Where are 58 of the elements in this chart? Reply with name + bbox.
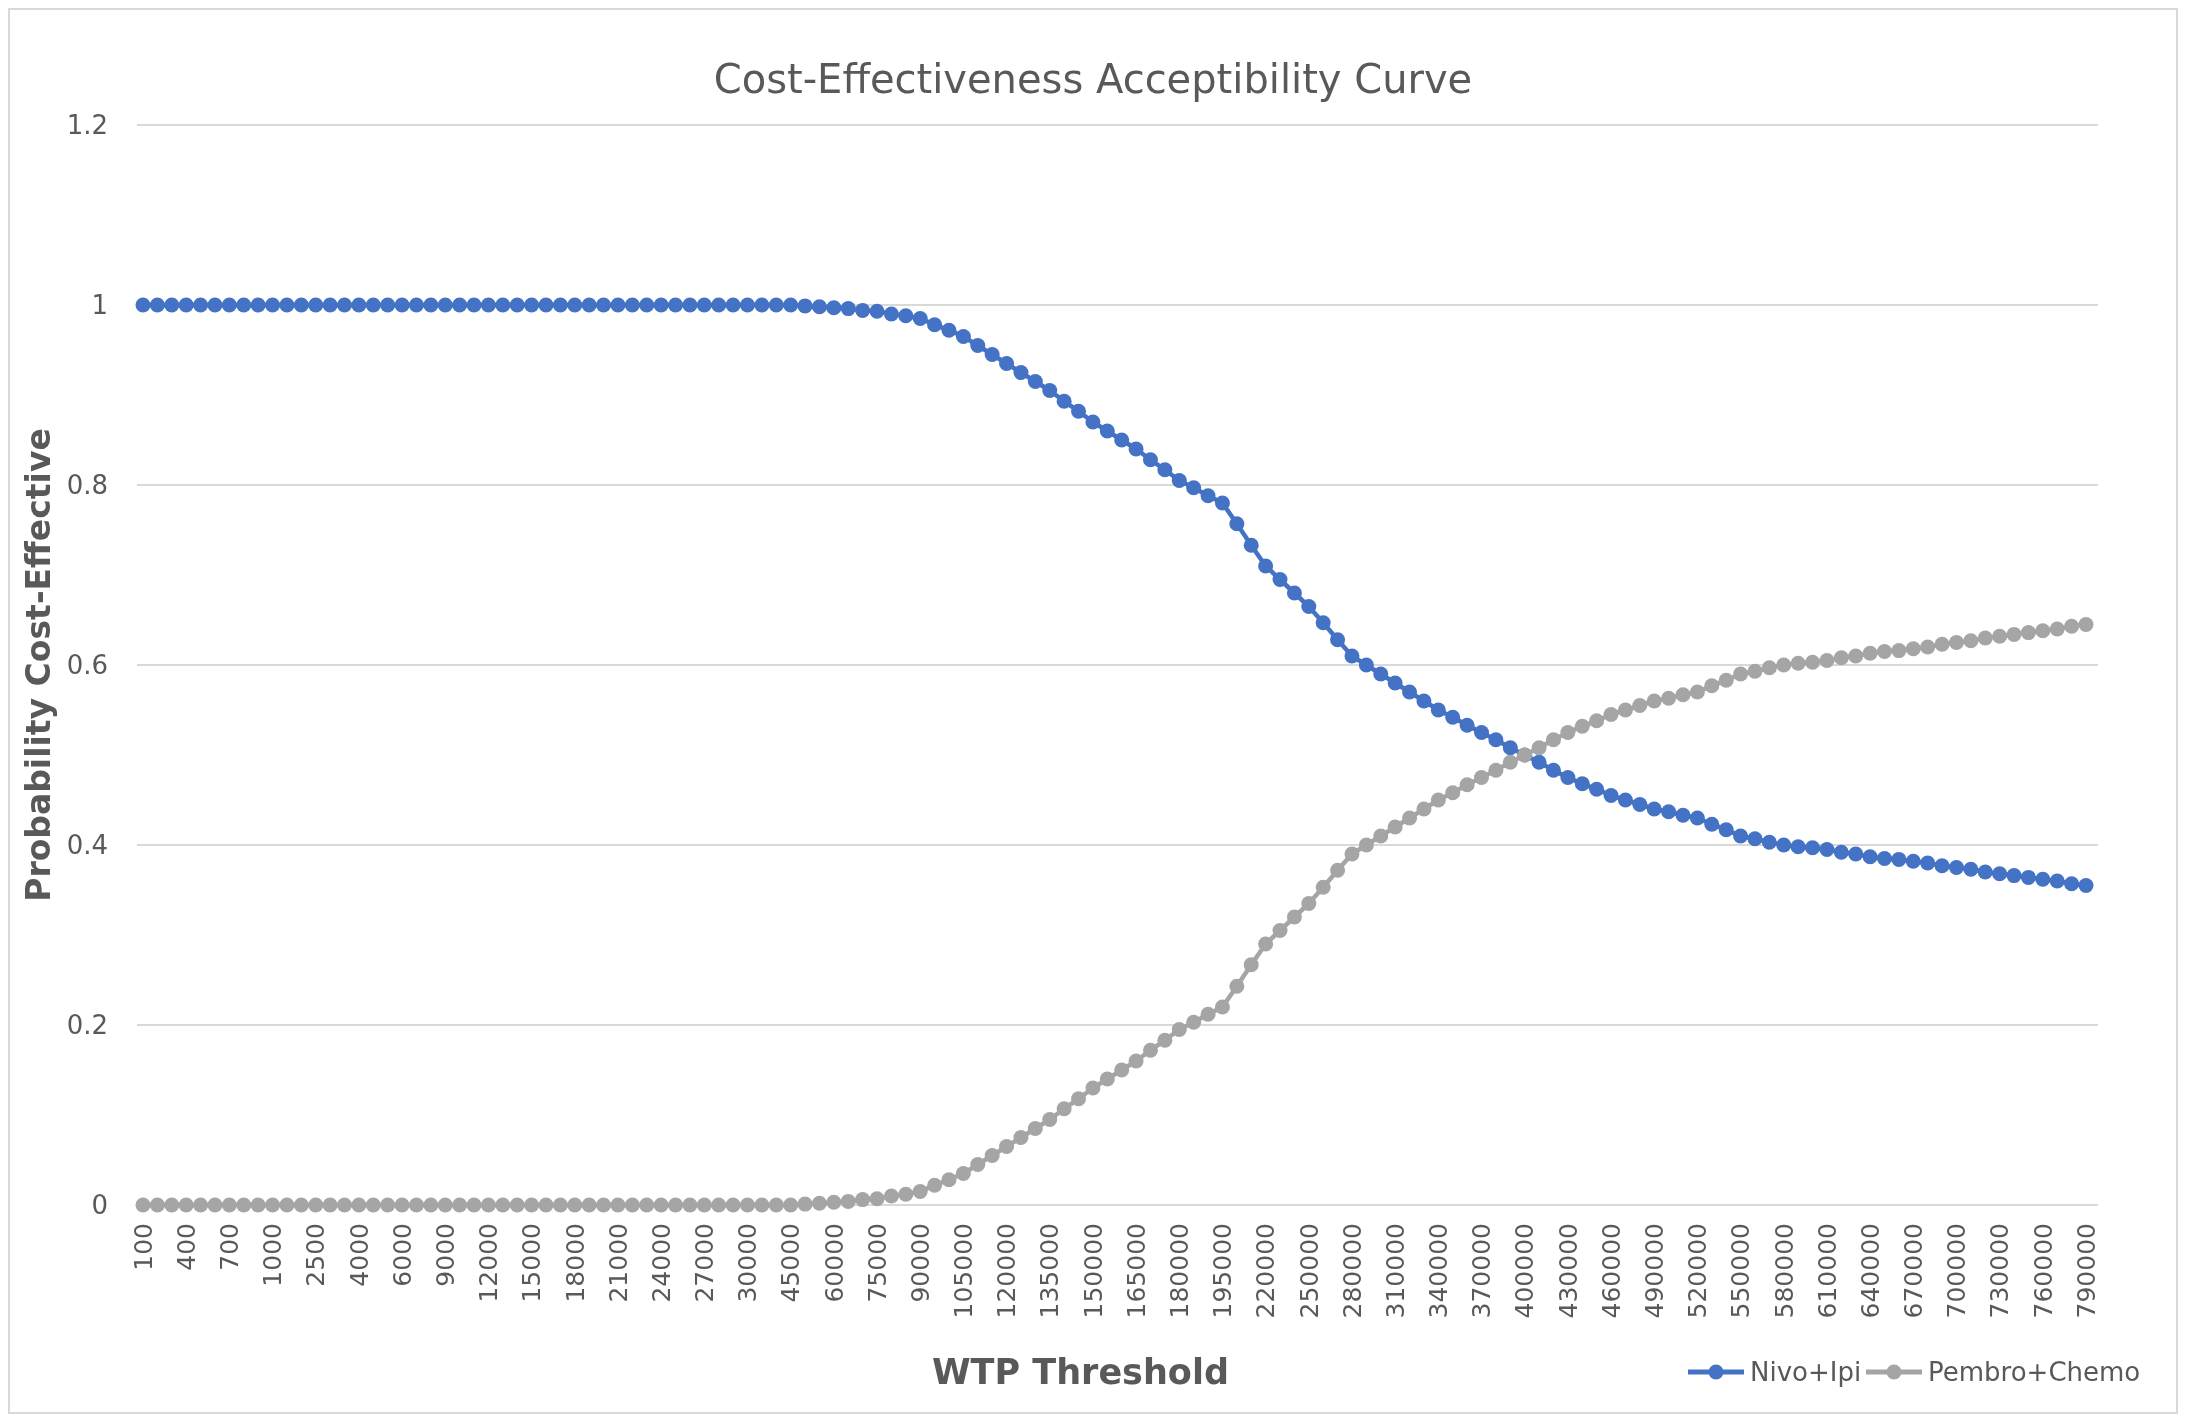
x-tick-label: 9000 (430, 1223, 460, 1287)
x-tick-label: 370000 (1467, 1223, 1497, 1319)
x-tick-label: 90000 (905, 1223, 935, 1303)
x-tick-label: 180000 (1165, 1223, 1195, 1319)
y-tick-label: 1.2 (66, 110, 108, 141)
x-tick-label: 75000 (862, 1223, 892, 1303)
x-tick-label: 60000 (819, 1223, 849, 1303)
legend-label: Nivo+Ipi (1750, 1357, 1862, 1388)
x-axis-title: WTP Threshold (932, 1352, 1229, 1392)
x-tick-label: 150000 (1078, 1223, 1108, 1319)
x-tick-label: 460000 (1596, 1223, 1626, 1319)
x-tick-label: 250000 (1294, 1223, 1324, 1319)
x-tick-label: 400 (171, 1223, 201, 1271)
y-tick-label: 0.6 (66, 650, 108, 681)
legend-label: Pembro+Chemo (1928, 1357, 2141, 1388)
y-axis-title: Probability Cost-Effective (19, 428, 58, 902)
y-tick-label: 0.2 (66, 1010, 108, 1041)
x-tick-label: 280000 (1337, 1223, 1367, 1319)
x-tick-label: 1000 (258, 1223, 288, 1287)
x-tick-label: 105000 (949, 1223, 979, 1319)
x-tick-label: 310000 (1380, 1223, 1410, 1319)
x-tick-label: 340000 (1424, 1223, 1454, 1319)
x-tick-label: 550000 (1726, 1223, 1756, 1319)
x-tick-label: 520000 (1683, 1223, 1713, 1319)
x-tick-label: 165000 (1121, 1223, 1151, 1319)
x-tick-label: 700000 (1942, 1223, 1972, 1319)
x-tick-label: 610000 (1812, 1223, 1842, 1319)
x-tick-label: 45000 (776, 1223, 806, 1303)
x-tick-label: 12000 (474, 1223, 504, 1303)
x-tick-label: 430000 (1553, 1223, 1583, 1319)
y-tick-label: 0.8 (66, 470, 108, 501)
x-tick-label: 790000 (2071, 1223, 2101, 1319)
x-tick-label: 760000 (2028, 1223, 2058, 1319)
x-tick-label: 730000 (1985, 1223, 2015, 1319)
x-tick-label: 21000 (603, 1223, 633, 1303)
x-tick-label: 4000 (344, 1223, 374, 1287)
x-tick-label: 27000 (690, 1223, 720, 1303)
x-tick-label: 400000 (1510, 1223, 1540, 1319)
x-tick-label: 195000 (1208, 1223, 1238, 1319)
y-tick-label: 0.4 (66, 830, 108, 861)
x-tick-label: 490000 (1639, 1223, 1669, 1319)
x-tick-label: 700 (215, 1223, 245, 1271)
x-tick-label: 2500 (301, 1223, 331, 1287)
x-tick-label: 580000 (1769, 1223, 1799, 1319)
x-tick-label: 135000 (1035, 1223, 1065, 1319)
x-tick-label: 18000 (560, 1223, 590, 1303)
y-tick-label: 0 (91, 1190, 108, 1221)
x-tick-label: 670000 (1899, 1223, 1929, 1319)
x-tick-label: 220000 (1251, 1223, 1281, 1319)
x-tick-label: 30000 (733, 1223, 763, 1303)
y-tick-label: 1 (91, 290, 108, 321)
x-tick-label: 100 (128, 1223, 158, 1271)
x-tick-label: 24000 (646, 1223, 676, 1303)
chart-title: Cost-Effectiveness Acceptibility Curve (713, 56, 1473, 102)
x-tick-label: 120000 (992, 1223, 1022, 1319)
x-tick-label: 640000 (1855, 1223, 1885, 1319)
x-tick-label: 6000 (387, 1223, 417, 1287)
x-tick-label: 15000 (517, 1223, 547, 1303)
